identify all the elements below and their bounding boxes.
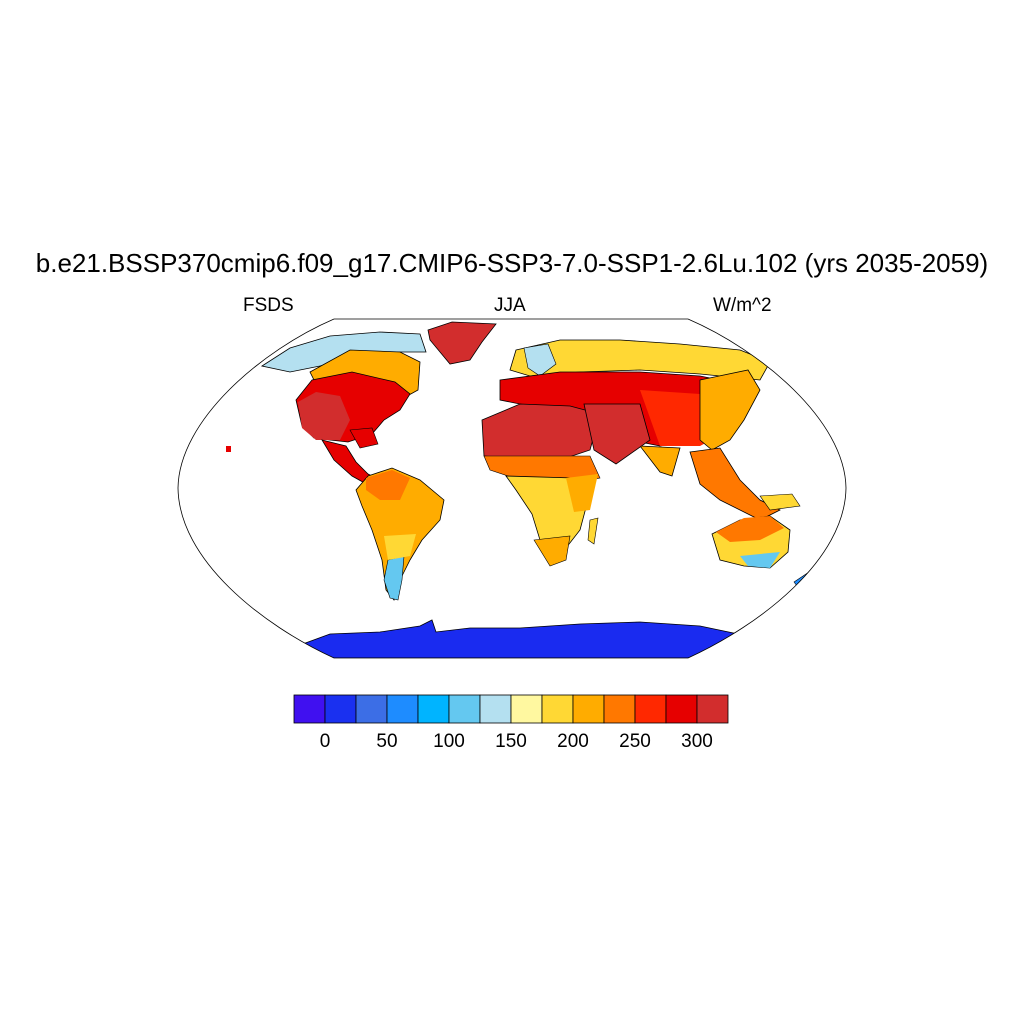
colorbar-swatch (696, 694, 729, 724)
season-label: JJA (494, 295, 526, 316)
colorbar-swatch (355, 694, 388, 724)
north-america-west (298, 392, 350, 440)
figure-title: b.e21.BSSP370cmip6.f09_g17.CMIP6-SSP3-7.… (35, 248, 989, 278)
colorbar-tick-label: 0 (319, 731, 331, 752)
colorbar-swatch (603, 694, 636, 724)
hawaii (226, 446, 231, 452)
colorbar-swatch (448, 694, 481, 724)
antarctica (299, 619, 739, 658)
east-africa (566, 474, 598, 512)
colorbar-tick-label: 50 (376, 731, 398, 752)
arabia (583, 403, 651, 465)
scandinavia (523, 343, 557, 377)
colorbar-tick-label: 300 (681, 731, 713, 752)
southern-africa (533, 535, 571, 567)
colorbar-tick-label: 150 (495, 731, 527, 752)
north-america-arctic (260, 331, 427, 373)
colorbar-swatch (572, 694, 605, 724)
units-label: W/m^2 (713, 295, 772, 316)
caribbean (349, 427, 379, 449)
southeast-asia (689, 447, 781, 521)
madagascar (587, 517, 599, 545)
australia-south (740, 552, 780, 568)
east-asia (699, 369, 761, 451)
colorbar-swatch (665, 694, 698, 724)
variable-label: FSDS (243, 295, 294, 316)
map-outline (177, 318, 847, 659)
south-america-middle (384, 534, 416, 560)
india (639, 445, 681, 477)
new-guinea (759, 493, 801, 511)
greenland (427, 321, 497, 365)
colorbar-swatch (386, 694, 419, 724)
australia-north (716, 516, 784, 542)
colorbar-swatch (634, 694, 667, 724)
south-america-north (366, 470, 410, 500)
colorbar-swatch (541, 694, 574, 724)
colorbar-swatch (510, 694, 543, 724)
colorbar-tick-label: 250 (619, 731, 651, 752)
colorbar-tick-label: 200 (557, 731, 589, 752)
colorbar-swatch (324, 694, 357, 724)
colorbar-swatch (479, 694, 512, 724)
colorbar-swatch (417, 694, 450, 724)
colorbar-swatch (293, 694, 326, 724)
colorbar-tick-label: 100 (433, 731, 465, 752)
